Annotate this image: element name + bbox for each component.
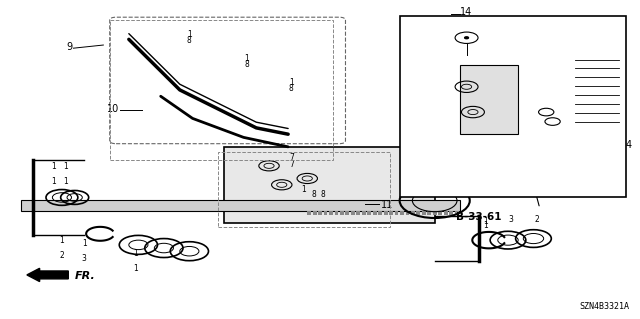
Text: 8: 8	[289, 84, 294, 93]
Circle shape	[465, 37, 468, 39]
Bar	[225, 147, 435, 223]
Text: 1: 1	[60, 236, 64, 245]
Text: 8: 8	[187, 36, 192, 45]
Text: 10: 10	[107, 104, 119, 114]
Text: 1: 1	[550, 87, 555, 93]
Text: FR.: FR.	[75, 271, 95, 280]
Text: 1: 1	[51, 177, 56, 186]
Bar	[307, 211, 311, 215]
Text: 4: 4	[626, 140, 632, 150]
Text: 1: 1	[509, 128, 513, 134]
Text: 1: 1	[63, 161, 67, 171]
Text: 1: 1	[534, 128, 539, 134]
Text: 1: 1	[187, 30, 192, 39]
Text: 1: 1	[289, 78, 294, 86]
Text: 1: 1	[133, 249, 138, 257]
Bar	[433, 211, 436, 215]
Text: 11: 11	[381, 200, 393, 210]
Text: 12: 12	[420, 106, 429, 112]
Text: 12: 12	[422, 131, 435, 141]
Bar	[400, 211, 404, 215]
Bar	[378, 211, 382, 215]
Text: 3: 3	[509, 215, 514, 224]
Bar	[406, 211, 410, 215]
Bar	[318, 211, 322, 215]
Bar	[351, 211, 355, 215]
Bar	[460, 65, 518, 134]
Text: 1: 1	[425, 125, 429, 131]
Text: 1: 1	[133, 264, 138, 273]
Bar	[313, 211, 317, 215]
Bar	[346, 211, 349, 215]
Text: 1: 1	[301, 185, 307, 194]
Text: 1: 1	[51, 161, 56, 171]
Text: 9: 9	[67, 42, 73, 52]
Text: 6: 6	[429, 130, 434, 137]
Text: 13: 13	[400, 118, 412, 128]
Bar	[422, 211, 426, 215]
Text: 3: 3	[82, 254, 86, 263]
Text: 7: 7	[289, 153, 294, 162]
Text: 8: 8	[311, 190, 316, 199]
Text: 1: 1	[420, 100, 424, 106]
Text: 1: 1	[63, 177, 67, 186]
Bar	[417, 211, 420, 215]
Bar	[455, 211, 458, 215]
Text: 1: 1	[464, 147, 469, 153]
Bar	[335, 211, 339, 215]
Text: 13: 13	[404, 119, 413, 124]
Text: 1: 1	[483, 217, 488, 226]
Bar	[428, 211, 431, 215]
Bar	[20, 200, 460, 211]
Text: 8: 8	[244, 60, 249, 69]
Text: 1: 1	[413, 112, 418, 118]
Bar	[324, 211, 328, 215]
Text: 8: 8	[321, 190, 326, 199]
Text: 2: 2	[60, 251, 64, 260]
Bar	[329, 211, 333, 215]
Bar	[399, 16, 626, 197]
Bar	[367, 211, 371, 215]
Text: 14: 14	[460, 7, 472, 18]
Text: 8: 8	[550, 92, 555, 98]
Text: 7: 7	[289, 160, 294, 169]
Bar	[372, 211, 376, 215]
Bar	[218, 152, 390, 227]
Bar	[449, 211, 453, 215]
Text: 5: 5	[458, 152, 462, 158]
Text: 2: 2	[534, 215, 539, 224]
Bar	[362, 211, 365, 215]
Bar	[356, 211, 360, 215]
Bar	[411, 211, 415, 215]
Text: 8: 8	[515, 133, 520, 139]
Bar	[384, 211, 388, 215]
Bar	[340, 211, 344, 215]
Text: 1: 1	[483, 221, 488, 230]
FancyArrow shape	[27, 268, 68, 282]
Bar	[395, 211, 399, 215]
Bar	[438, 211, 442, 215]
Text: SZN4B3321A: SZN4B3321A	[579, 302, 629, 311]
Text: 1: 1	[82, 239, 86, 248]
Bar	[444, 211, 447, 215]
Text: B-33-61: B-33-61	[456, 212, 502, 222]
Text: 1: 1	[244, 54, 249, 63]
Bar	[389, 211, 393, 215]
Text: 8: 8	[541, 131, 545, 137]
Bar	[109, 20, 333, 160]
